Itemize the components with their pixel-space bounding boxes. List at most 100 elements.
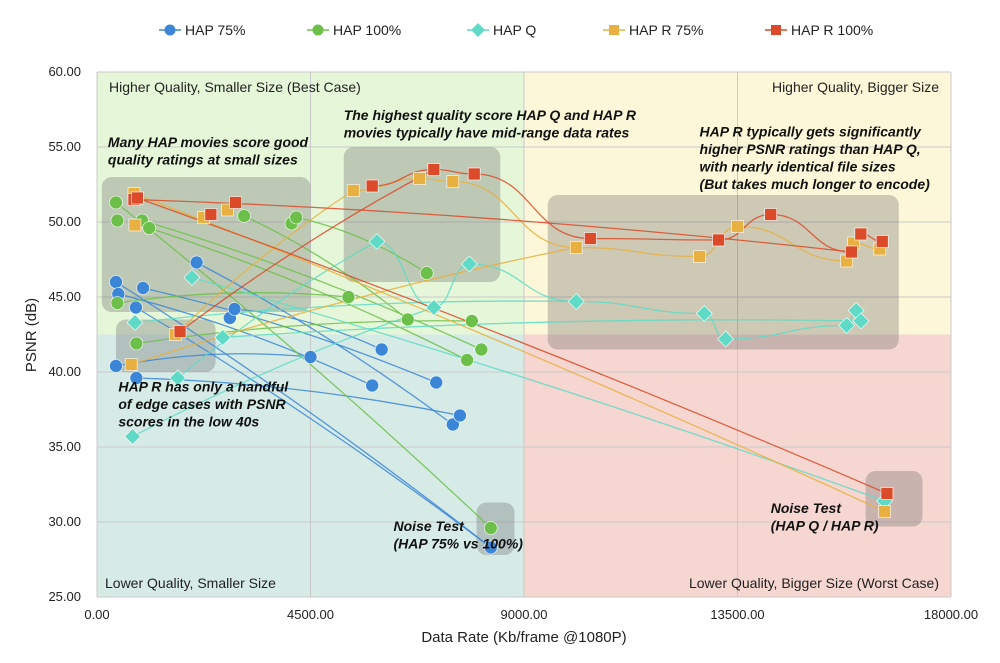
- point-hap-r-100-: [204, 208, 218, 221]
- annotation-line: Noise Test: [771, 500, 843, 516]
- point-hap-100-: [474, 342, 489, 357]
- point-hap-100-: [110, 296, 125, 310]
- point-hap-75-: [189, 255, 204, 270]
- series-line-hap-r-100-: [179, 168, 435, 333]
- data-points: [109, 163, 894, 555]
- point-hap-100-: [341, 290, 356, 304]
- point-hap-r-100-: [764, 208, 778, 221]
- series-line-hap-100-: [296, 216, 428, 274]
- legend-marker-hap-75-: [164, 24, 176, 36]
- point-hap-75-: [446, 417, 460, 432]
- point-hap-100-: [483, 521, 498, 535]
- point-hap-100-: [289, 210, 304, 225]
- x-tick-label: 9000.00: [501, 607, 548, 622]
- legend-marker-hap-r-75-: [609, 25, 619, 35]
- y-tick-label: 30.00: [48, 514, 81, 529]
- point-hap-100-: [237, 209, 251, 223]
- point-hap-r-75-: [124, 358, 138, 371]
- annotation-6: Noise Test (HAP Q / HAP R): [771, 500, 879, 534]
- point-hap-100-: [109, 195, 123, 210]
- annotation-2: The highest quality score HAP Q and HAP …: [344, 107, 637, 141]
- point-hap-r-100-: [173, 325, 187, 338]
- point-hap-r-75-: [731, 220, 744, 233]
- series-line-hap-75-: [196, 261, 454, 426]
- annotation-line: (But takes much longer to encode): [700, 176, 931, 192]
- point-hap-q: [567, 293, 585, 310]
- point-hap-100-: [129, 336, 144, 351]
- series-line-hap-100-: [115, 201, 492, 529]
- legend-label-hap-75-: HAP 75%: [185, 22, 245, 38]
- legend-marker-hap-100-: [312, 24, 324, 36]
- grid-lines: [96, 71, 952, 598]
- point-hap-r-75-: [878, 505, 891, 518]
- legend-marker-hap-q: [471, 23, 485, 37]
- highlight-box-4: [115, 319, 216, 372]
- point-hap-q: [368, 233, 386, 250]
- quadrant-labels: Higher Quality, Smaller Size (Best Case)…: [105, 79, 939, 591]
- quadrant-label-bottom-left: Lower Quality, Smaller Size: [105, 575, 276, 591]
- annotation-line: (HAP 75% vs 100%): [394, 536, 524, 552]
- series-line-hap-q: [222, 319, 861, 339]
- legend-label-hap-r-100-: HAP R 100%: [791, 22, 873, 38]
- point-hap-100-: [110, 213, 125, 228]
- annotation-5: Noise Test (HAP 75% vs 100%): [394, 518, 524, 552]
- point-hap-75-: [109, 275, 123, 289]
- x-tick-label: 0.00: [84, 607, 109, 622]
- point-hap-75-: [483, 540, 498, 555]
- x-tick-label: 13500.00: [710, 607, 764, 622]
- annotation-1: Many HAP movies score good quality rating…: [108, 134, 309, 168]
- point-hap-75-: [365, 378, 379, 393]
- y-tick-label: 45.00: [48, 289, 81, 304]
- point-hap-r-100-: [229, 196, 242, 209]
- series-line-hap-q: [191, 276, 885, 502]
- point-hap-75-: [429, 375, 444, 390]
- annotations: Many HAP movies score good quality rating…: [108, 107, 930, 552]
- point-hap-r-100-: [875, 235, 889, 248]
- point-hap-r-100-: [467, 167, 481, 181]
- point-hap-r-75-: [446, 175, 460, 188]
- x-tick-label: 18000.00: [924, 607, 978, 622]
- legend: HAP 75% HAP 100% HAP Q HAP R 75% HAP R 100%: [159, 22, 873, 38]
- point-hap-r-100-: [854, 227, 868, 241]
- point-hap-r-100-: [131, 191, 144, 205]
- y-tick-label: 35.00: [48, 439, 81, 454]
- annotation-line: The highest quality score HAP Q and HAP …: [344, 107, 637, 123]
- quadrant-label-bottom-right: Lower Quality, Bigger Size (Worst Case): [689, 575, 939, 591]
- point-hap-q: [126, 314, 144, 331]
- point-hap-r-100-: [427, 163, 441, 176]
- point-hap-75-: [374, 342, 389, 357]
- annotation-line: Noise Test: [394, 518, 466, 534]
- point-hap-r-100-: [880, 487, 894, 500]
- point-hap-r-75-: [413, 172, 426, 185]
- point-hap-r-100-: [712, 233, 725, 247]
- series-line-hap-75-: [115, 281, 492, 549]
- point-hap-q: [425, 299, 443, 316]
- series-line-hap-r-75-: [174, 189, 354, 335]
- point-hap-q: [852, 312, 870, 330]
- y-axis-title: PSNR (dB): [23, 298, 40, 372]
- point-hap-q: [838, 317, 856, 334]
- point-hap-q: [183, 269, 201, 286]
- point-hap-100-: [400, 312, 415, 327]
- legend-label-hap-r-75-: HAP R 75%: [629, 22, 703, 38]
- annotation-3: HAP R typically gets significantly higher…: [700, 124, 931, 193]
- annotation-line: movies typically have mid-range data rat…: [344, 125, 630, 141]
- series-line-hap-100-: [148, 227, 468, 361]
- y-tick-label: 40.00: [48, 364, 81, 379]
- highlight-box-1: [101, 177, 311, 312]
- point-hap-q: [214, 329, 232, 346]
- point-hap-75-: [129, 371, 144, 385]
- point-hap-100-: [465, 314, 479, 328]
- point-hap-100-: [419, 266, 434, 280]
- point-hap-100-: [142, 221, 156, 235]
- annotation-line: higher PSNR ratings than HAP Q,: [700, 141, 921, 157]
- x-tick-label: 4500.00: [287, 607, 334, 622]
- y-tick-label: 55.00: [48, 139, 81, 154]
- series-line-hap-r-100-: [137, 197, 888, 495]
- annotation-line: with nearly identical file sizes: [700, 159, 896, 175]
- annotation-line: (HAP Q / HAP R): [771, 518, 879, 534]
- point-hap-r-100-: [584, 232, 597, 245]
- series-line-hap-75-: [118, 293, 373, 387]
- series-line-hap-75-: [142, 287, 437, 384]
